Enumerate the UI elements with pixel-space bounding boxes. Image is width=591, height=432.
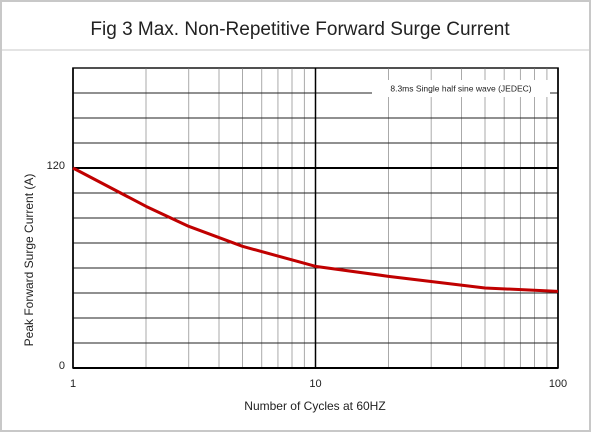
x-tick-label: 1	[70, 378, 76, 390]
line-series	[72, 166, 559, 293]
x-tick-label: 100	[549, 378, 567, 390]
annotation: 8.3ms Single half sine wave (JEDEC)	[390, 83, 531, 93]
chart-title: Fig 3 Max. Non-Repetitive Forward Surge …	[90, 19, 510, 40]
y-tick-label: 120	[47, 160, 65, 172]
annotation-box	[372, 80, 550, 97]
y-axis-label: Peak Forward Surge Current (A)	[22, 174, 36, 347]
y-tick-label: 0	[59, 360, 65, 372]
x-tick-label: 10	[309, 378, 321, 390]
x-axis-label: Number of Cycles at 60HZ	[244, 399, 385, 413]
